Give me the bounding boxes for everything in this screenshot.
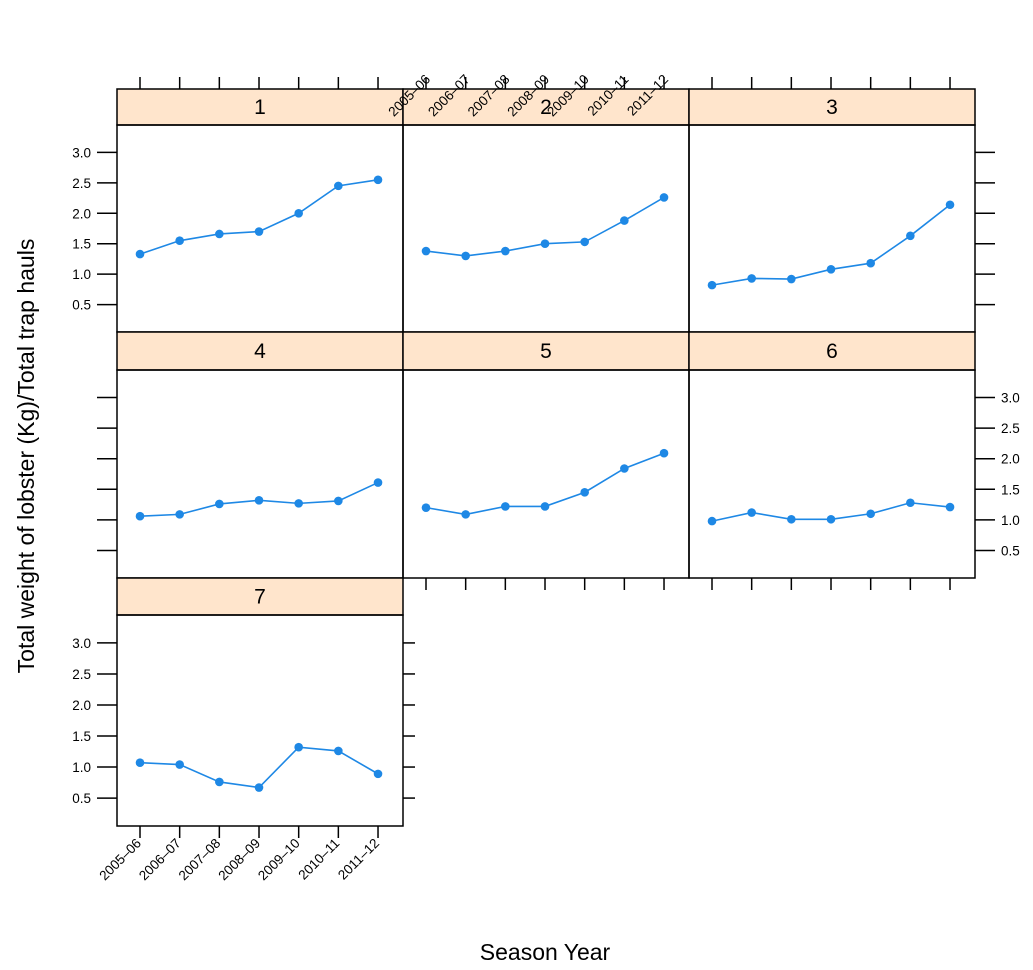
panel-strip-label: 2 (540, 96, 552, 119)
data-point (215, 229, 224, 239)
y-tick-label: 0.5 (72, 791, 91, 806)
y-tick-label: 1.5 (72, 729, 91, 744)
series-line (139, 746, 379, 789)
x-tick-label: 2010–11 (295, 836, 342, 883)
y-tick-label: 1.0 (72, 760, 91, 775)
panel-strip (688, 88, 976, 126)
y-tick-label: 1.0 (1001, 513, 1020, 528)
data-point (215, 777, 224, 787)
data-point (294, 499, 303, 508)
y-tick-label: 2.5 (1001, 421, 1020, 436)
data-point (461, 510, 470, 519)
data-point (787, 274, 796, 284)
data-point (501, 246, 510, 256)
panel-strip-label: 1 (254, 96, 266, 119)
panel-strip-label: 3 (826, 96, 838, 119)
data-point (135, 511, 145, 521)
data-point (707, 280, 717, 290)
data-point (135, 758, 145, 767)
y-tick-label: 2.0 (72, 698, 91, 713)
y-tick-label: 3.0 (72, 636, 91, 651)
data-point (254, 227, 264, 236)
panel-strip-label: 7 (254, 586, 266, 609)
data-point (620, 216, 629, 225)
y-tick-label: 2.0 (1001, 452, 1020, 467)
y-tick-label: 1.5 (1001, 482, 1020, 497)
x-tick-label: 2008–09 (215, 836, 263, 884)
x-tick-label: 2011–12 (335, 836, 382, 883)
data-point (540, 502, 550, 511)
y-tick-label: 0.5 (1001, 543, 1020, 558)
panel-frame (688, 369, 976, 579)
data-point (707, 516, 717, 526)
data-point (747, 508, 756, 517)
data-point (906, 498, 915, 508)
y-tick-label: 3.0 (72, 145, 91, 160)
panel-strip (402, 88, 690, 126)
panel-strip-label: 5 (540, 340, 552, 363)
data-point (334, 746, 343, 756)
panel-strip (688, 331, 976, 371)
data-point (254, 496, 264, 505)
y-tick-label: 3.0 (1001, 391, 1020, 406)
data-point (373, 769, 383, 779)
x-axis-title: Season Year (480, 939, 611, 965)
y-tick-label: 1.0 (72, 267, 91, 282)
panel-strip (116, 88, 404, 126)
data-point (501, 502, 510, 511)
panel-frame (116, 369, 404, 579)
panel-frame (688, 124, 976, 333)
panel-frame (116, 614, 404, 827)
data-point (945, 200, 955, 210)
data-point (215, 499, 224, 509)
x-tick-label: 2005–06 (96, 836, 144, 884)
y-tick-label: 2.5 (72, 176, 91, 191)
panel-strip (116, 577, 404, 616)
data-point (866, 509, 875, 519)
y-tick-label: 2.5 (72, 667, 91, 682)
data-point (135, 249, 145, 259)
data-point (826, 514, 836, 524)
data-point (175, 510, 184, 519)
data-point (787, 514, 796, 524)
data-point (175, 760, 184, 769)
data-point (294, 742, 303, 752)
data-point (373, 175, 383, 185)
data-point (334, 181, 343, 191)
x-tick-label: 2007–08 (176, 836, 224, 884)
data-point (334, 496, 343, 506)
panel-strip-label: 4 (254, 340, 266, 363)
y-tick-label: 2.0 (72, 206, 91, 221)
data-point (421, 503, 431, 512)
data-point (747, 274, 756, 283)
data-point (580, 488, 589, 497)
x-tick-label: 2009–10 (255, 836, 303, 884)
data-point (826, 264, 836, 274)
data-point (906, 231, 915, 241)
x-tick-label: 2006–07 (136, 836, 184, 884)
data-point (659, 448, 669, 458)
series-line (139, 179, 379, 255)
data-point (580, 237, 589, 247)
data-point (175, 236, 184, 245)
y-tick-label: 1.5 (72, 237, 91, 252)
panel-strip-label: 6 (826, 340, 838, 363)
panel-frame (402, 124, 690, 333)
data-point (461, 251, 470, 261)
data-point (421, 246, 431, 256)
data-point (294, 208, 303, 218)
data-point (620, 464, 629, 473)
panel-frame (402, 369, 690, 579)
data-point (866, 258, 875, 268)
y-axis-title: Total weight of lobster (Kg)/Total trap … (13, 239, 39, 674)
data-point (540, 239, 550, 249)
data-point (254, 783, 264, 792)
y-tick-label: 0.5 (72, 298, 91, 313)
data-point (659, 193, 669, 202)
data-point (373, 478, 383, 487)
data-point (945, 502, 955, 512)
